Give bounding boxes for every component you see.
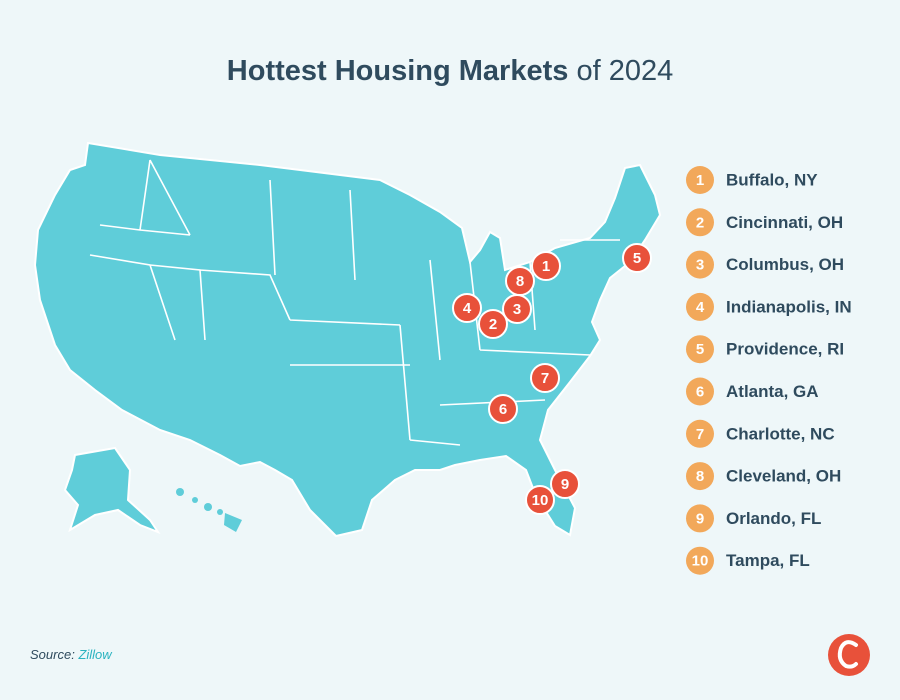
legend-badge xyxy=(686,462,714,491)
marker-number: 4 xyxy=(463,300,472,317)
alaska xyxy=(63,446,161,535)
legend-badge xyxy=(686,546,714,575)
marker-number: 5 xyxy=(633,250,641,267)
legend-number: 6 xyxy=(696,383,704,400)
marker-number: 1 xyxy=(542,258,550,275)
legend-badge xyxy=(686,504,714,533)
legend-number: 2 xyxy=(696,214,704,231)
legend-number: 4 xyxy=(696,299,705,316)
marker xyxy=(478,309,508,339)
marker xyxy=(531,251,561,281)
legend-number: 3 xyxy=(696,257,704,274)
legend-label: Columbus, OH xyxy=(726,255,844,274)
legend-number: 7 xyxy=(696,426,704,443)
marker xyxy=(622,243,652,273)
marker-number: 10 xyxy=(532,492,549,509)
legend-label: Buffalo, NY xyxy=(726,170,818,189)
legend-label: Cincinnati, OH xyxy=(726,213,843,232)
logo xyxy=(828,634,870,676)
legend-badge xyxy=(686,166,714,194)
marker xyxy=(452,293,482,323)
legend-label: Orlando, FL xyxy=(726,509,821,528)
source-name: Zillow xyxy=(77,647,113,662)
legend-number: 5 xyxy=(696,341,704,358)
legend-label: Charlotte, NC xyxy=(726,424,835,443)
marker-number: 9 xyxy=(561,476,569,493)
legend-label: Indianapolis, IN xyxy=(726,297,852,316)
legend: 1 Buffalo, NY 2 Cincinnati, OH 3 Columbus, OH… xyxy=(686,166,852,575)
logo-mark xyxy=(837,640,858,669)
legend-label: Providence, RI xyxy=(726,340,844,359)
marker-number: 8 xyxy=(516,273,524,290)
legend-badge xyxy=(686,250,714,279)
legend-number: 9 xyxy=(696,510,704,527)
title: Hottest Housing Markets of 2024 xyxy=(227,55,673,87)
marker xyxy=(525,485,555,515)
legend-label: Tampa, FL xyxy=(726,551,810,570)
hawaii xyxy=(176,488,242,532)
marker-number: 7 xyxy=(541,370,549,387)
title-bold: Hottest Housing Markets xyxy=(227,55,569,87)
legend-number: 8 xyxy=(696,468,704,485)
legend-number: 1 xyxy=(696,172,704,189)
legend-label: Atlanta, GA xyxy=(726,382,819,401)
source: Source: Zillow xyxy=(30,647,113,662)
legend-badge xyxy=(686,335,714,364)
legend-number: 10 xyxy=(692,553,709,570)
legend-label: Cleveland, OH xyxy=(726,467,841,486)
legend-badge xyxy=(686,377,714,406)
marker xyxy=(530,363,560,393)
marker xyxy=(505,266,535,296)
legend-badge xyxy=(686,208,714,237)
logo-circle xyxy=(828,634,870,676)
source-label: Source: xyxy=(30,647,75,662)
title-rest: of 2024 xyxy=(576,55,673,87)
contiguous-us xyxy=(33,141,662,538)
marker xyxy=(550,469,580,499)
marker-number: 6 xyxy=(499,401,507,418)
legend-badge xyxy=(686,292,714,321)
legend-badge xyxy=(686,419,714,448)
marker xyxy=(488,394,518,424)
marker-number: 3 xyxy=(513,301,521,318)
marker-number: 2 xyxy=(489,316,497,333)
us-map xyxy=(33,141,662,538)
